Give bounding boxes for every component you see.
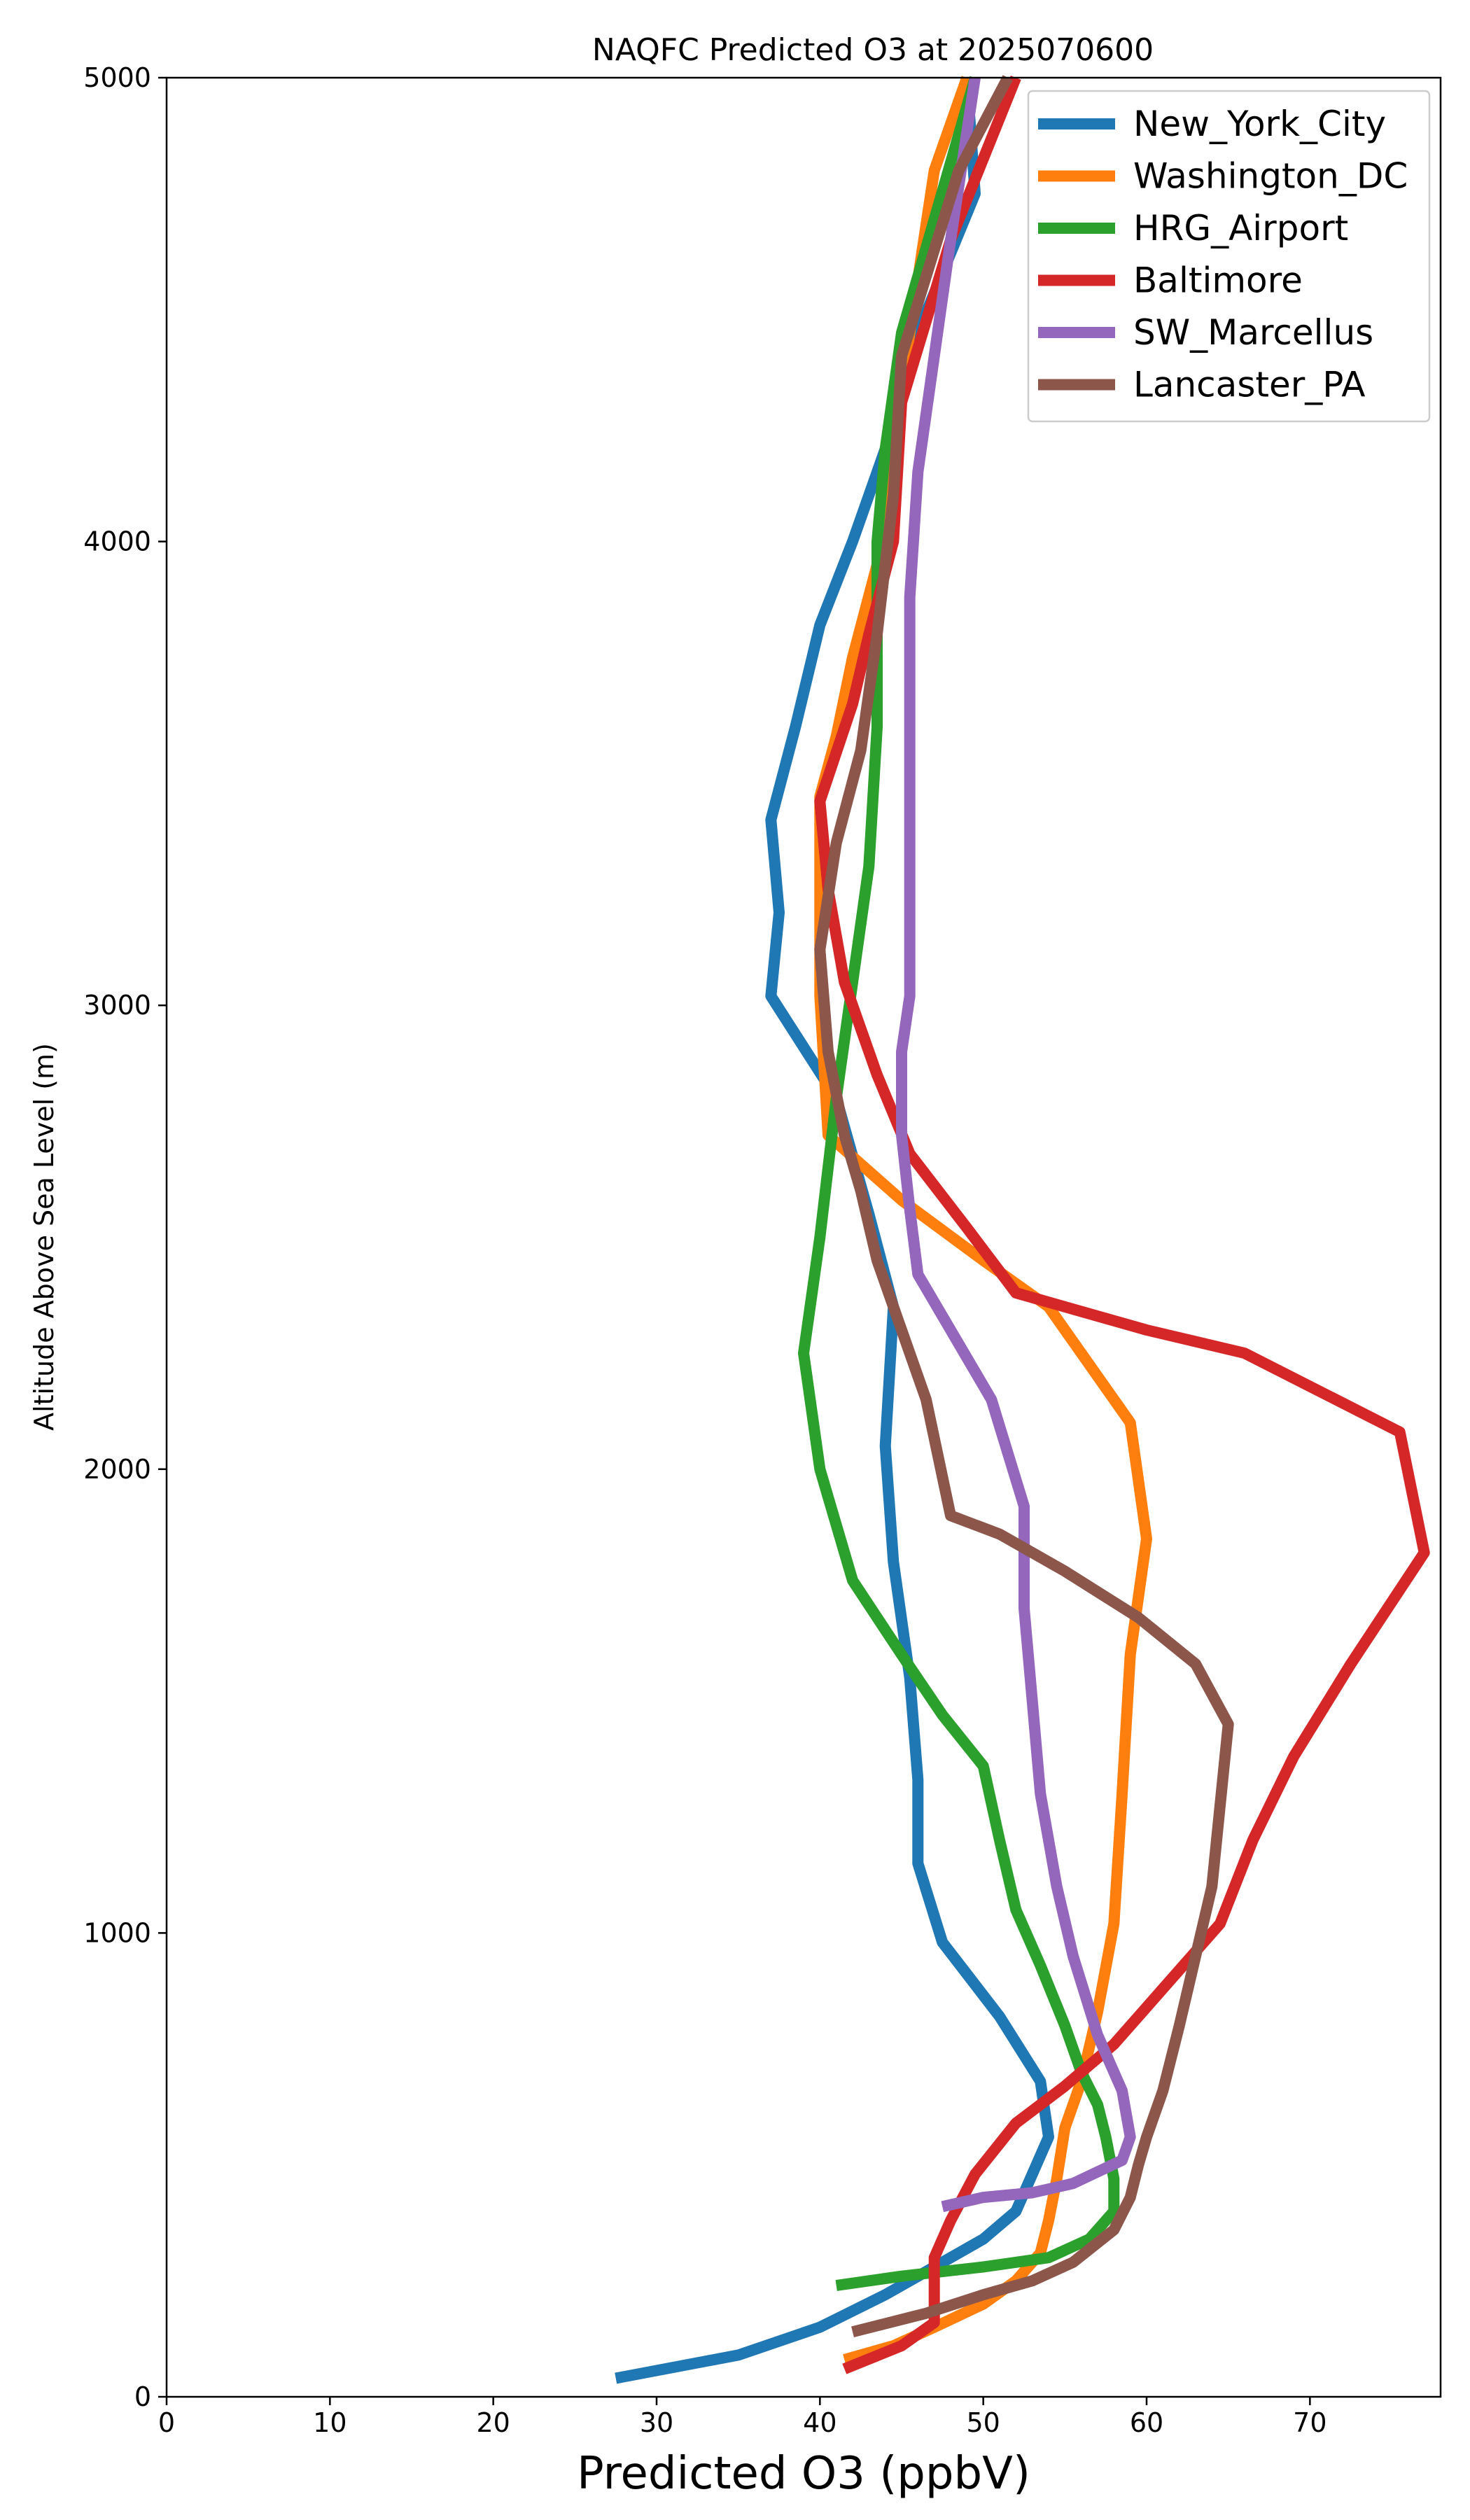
series-line-0 xyxy=(615,77,1054,2384)
y-tick-label-5: 5000 xyxy=(83,62,151,93)
x-tick-label-2: 20 xyxy=(476,2407,510,2438)
x-tick-label-1: 10 xyxy=(313,2407,346,2438)
legend-label-0: New_York_City xyxy=(1133,104,1386,144)
x-axis: 0 10 20 30 40 50 60 70 xyxy=(158,2397,1327,2438)
series-line-5 xyxy=(814,75,1234,2337)
x-tick-label-3: 30 xyxy=(640,2407,673,2438)
series-line-2 xyxy=(798,76,1120,2291)
legend-box xyxy=(1027,90,1431,423)
legend: New_York_City Washington_DC HRG_Airport Bal… xyxy=(1027,90,1431,423)
legend-label-1: Washington_DC xyxy=(1133,156,1408,197)
series-line-4 xyxy=(896,76,1136,2213)
x-tick-label-5: 50 xyxy=(966,2407,1000,2438)
y-axis-label: Altitude Above Sea Level (m) xyxy=(29,1043,59,1431)
x-tick-label-7: 70 xyxy=(1293,2407,1326,2438)
legend-label-4: SW_Marcellus xyxy=(1133,312,1373,353)
x-axis-label: Predicted O3 (ppbV) xyxy=(577,2448,1030,2500)
legend-label-2: HRG_Airport xyxy=(1133,208,1348,248)
series-lines xyxy=(615,75,1430,2384)
y-tick-label-0: 0 xyxy=(134,2381,151,2412)
legend-label-3: Baltimore xyxy=(1133,260,1303,301)
x-tick-label-0: 0 xyxy=(158,2407,175,2438)
legend-label-5: Lancaster_PA xyxy=(1133,365,1365,405)
x-tick-label-6: 60 xyxy=(1130,2407,1163,2438)
y-tick-label-1: 1000 xyxy=(83,1917,151,1948)
chart-title: NAQFC Predicted O3 at 2025070600 xyxy=(592,32,1154,68)
y-tick-label-4: 4000 xyxy=(83,526,151,557)
x-tick-label-4: 40 xyxy=(803,2407,836,2438)
y-axis: 0 1000 2000 3000 4000 5000 xyxy=(83,62,167,2412)
y-tick-label-3: 3000 xyxy=(83,990,151,1021)
y-tick-label-2: 2000 xyxy=(83,1454,151,1485)
plot-area-frame xyxy=(165,76,1442,2398)
